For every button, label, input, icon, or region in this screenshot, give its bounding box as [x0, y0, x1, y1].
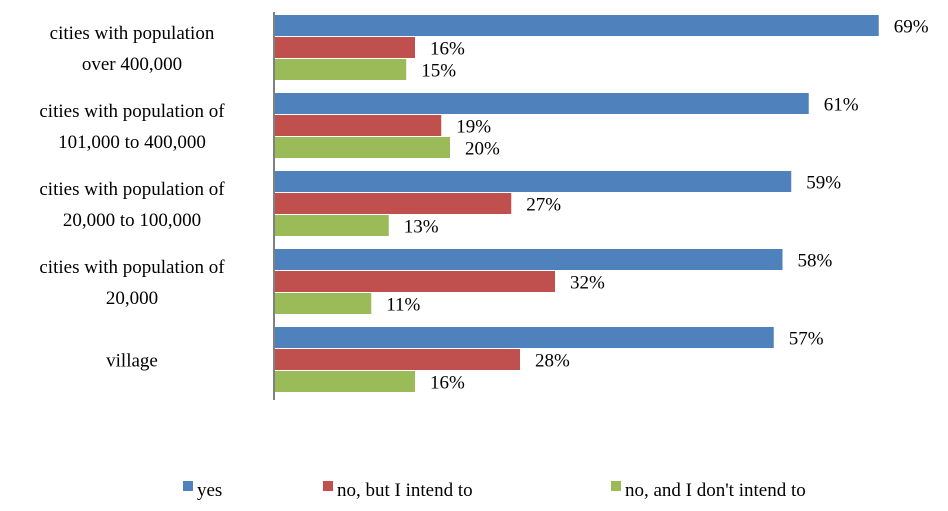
data-label: 27% [526, 195, 561, 216]
bar [275, 215, 389, 236]
bar [275, 193, 512, 214]
legend-swatch [183, 481, 193, 491]
category-label: cities with population of [39, 101, 225, 122]
data-label: 15% [421, 61, 456, 82]
legend: yes no, but I intend to no, and I don't in… [183, 480, 806, 501]
data-label: 57% [789, 329, 824, 350]
category-label: village [106, 351, 158, 372]
bar [275, 349, 520, 370]
bar [275, 93, 809, 114]
legend-label: no, but I intend to [337, 480, 473, 501]
category-label: 101,000 to 400,000 [58, 132, 206, 153]
bar [275, 115, 442, 136]
bar [275, 293, 372, 314]
bar [275, 171, 792, 192]
data-label: 16% [430, 39, 465, 60]
data-label: 20% [465, 139, 500, 160]
bar [275, 327, 774, 348]
category-label: cities with population of [39, 257, 225, 278]
legend-swatch [323, 481, 333, 491]
data-label: 16% [430, 373, 465, 394]
bar [275, 37, 415, 58]
data-label: 59% [806, 173, 841, 194]
category-labels-group: cities with population over 400,000 cities… [39, 23, 225, 372]
value-labels-group: 69%16%15%61%19%20%59%27%13%58%32%11%57%2… [386, 17, 929, 394]
bar [275, 137, 450, 158]
data-label: 58% [798, 251, 833, 272]
data-label: 11% [386, 295, 420, 316]
bar [275, 371, 415, 392]
category-label: cities with population of [39, 179, 225, 200]
bars-group [275, 15, 879, 392]
category-label: cities with population [50, 23, 215, 44]
data-label: 32% [570, 273, 605, 294]
category-label: over 400,000 [82, 54, 182, 75]
legend-swatch [611, 481, 621, 491]
bar [275, 59, 407, 80]
bar [275, 271, 555, 292]
bar [275, 15, 879, 36]
data-label: 13% [404, 217, 439, 238]
bar [275, 249, 783, 270]
category-label: 20,000 to 100,000 [63, 210, 201, 231]
data-label: 28% [535, 351, 570, 372]
data-label: 61% [824, 95, 859, 116]
legend-label: no, and I don't intend to [625, 480, 806, 501]
data-label: 69% [894, 17, 929, 38]
category-label: 20,000 [106, 288, 158, 309]
data-label: 19% [456, 117, 491, 138]
legend-label: yes [197, 480, 222, 501]
